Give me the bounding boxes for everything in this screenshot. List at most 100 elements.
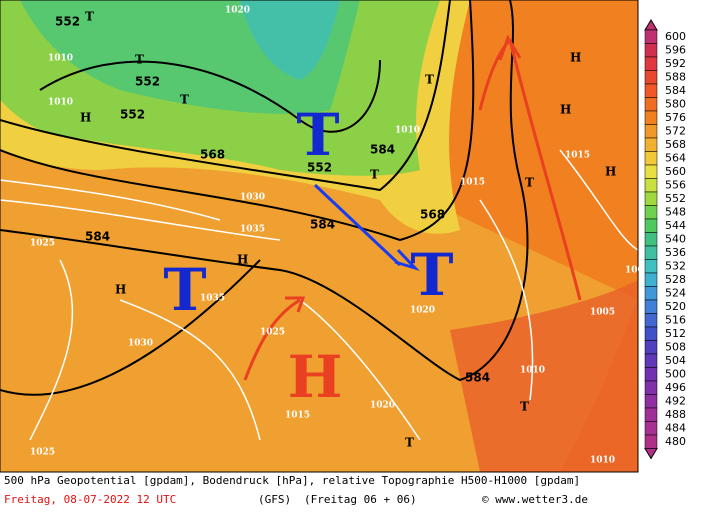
map-label: 1035 (200, 294, 225, 304)
colorbar-cell (644, 299, 658, 314)
colorbar-label: 532 (665, 259, 686, 272)
colorbar-label: 600 (665, 30, 686, 43)
colorbar-cell (644, 421, 658, 436)
map-label: 584 (370, 143, 395, 157)
colorbar-cell (644, 29, 658, 44)
map-label: 552 (120, 108, 145, 122)
colorbar-cell (644, 70, 658, 85)
colorbar-cell (644, 110, 658, 125)
map-label: 1020 (225, 6, 250, 16)
map-label: 1025 (30, 448, 55, 458)
map-label: T (180, 93, 189, 107)
colorbar-label: 480 (665, 435, 686, 448)
colorbar-label: 572 (665, 124, 686, 137)
map-label: T (425, 73, 434, 87)
map-label: 1015 (460, 178, 485, 188)
colorbar-label: 504 (665, 354, 686, 367)
map-label: 1010 (590, 456, 615, 466)
colorbar-cell (644, 407, 658, 422)
map-label: H (570, 51, 581, 65)
colorbar-label: 584 (665, 84, 686, 97)
colorbar-cell (644, 326, 658, 341)
map-label: 1015 (285, 411, 310, 421)
colorbar-label: 484 (665, 421, 686, 434)
map-label: 568 (420, 208, 445, 222)
colorbar-label: 560 (665, 165, 686, 178)
map-label: 1030 (128, 339, 153, 349)
map-label: 552 (135, 75, 160, 89)
colorbar-label: 588 (665, 70, 686, 83)
colorbar-cell (644, 178, 658, 193)
colorbar-cell (644, 259, 658, 274)
colorbar-label: 564 (665, 151, 686, 164)
map-label: H (560, 103, 571, 117)
pressure-system: T (163, 256, 206, 324)
colorbar-cell (644, 205, 658, 220)
colorbar-label: 524 (665, 286, 686, 299)
map-label: 1030 (240, 193, 265, 203)
colorbar-label: 540 (665, 232, 686, 245)
colorbar-label: 500 (665, 367, 686, 380)
footer-model: (GFS) (258, 493, 291, 506)
pressure-system: H (288, 343, 343, 411)
map-label: 584 (465, 371, 490, 385)
map-label: 1005 (590, 308, 615, 318)
colorbar-cell (644, 137, 658, 152)
colorbar-label: 488 (665, 408, 686, 421)
map-label: H (80, 111, 91, 125)
colorbar-cell (644, 380, 658, 395)
colorbar-label: 552 (665, 192, 686, 205)
colorbar-cell (644, 353, 658, 368)
colorbar-label: 492 (665, 394, 686, 407)
map-label: 1010 (395, 126, 420, 136)
colorbar-label: 576 (665, 111, 686, 124)
map-label: 1000 (625, 266, 650, 276)
map-label: 1010 (520, 366, 545, 376)
map-label: H (237, 253, 248, 267)
map-label: H (605, 165, 616, 179)
colorbar-cell (644, 97, 658, 112)
footer-credit: © www.wetter3.de (482, 493, 588, 506)
colorbar-label: 496 (665, 381, 686, 394)
colorbar-label: 548 (665, 205, 686, 218)
colorbar-cell (644, 124, 658, 139)
colorbar-cell (644, 434, 658, 449)
map-frame (0, 0, 639, 473)
colorbar-label: 596 (665, 43, 686, 56)
map-label: T (525, 176, 534, 190)
colorbar-cell (644, 151, 658, 166)
colorbar-label: 544 (665, 219, 686, 232)
colorbar-label: 528 (665, 273, 686, 286)
map-label: 584 (310, 218, 335, 232)
pressure-system: T (410, 241, 453, 309)
map-label: 1025 (30, 239, 55, 249)
map-label: 1025 (260, 328, 285, 338)
map-label: 1020 (370, 401, 395, 411)
colorbar-label: 556 (665, 178, 686, 191)
footer-description: 500 hPa Geopotential [gpdam], Bodendruck… (4, 474, 580, 487)
colorbar-cell (644, 83, 658, 98)
map-label: 568 (200, 148, 225, 162)
colorbar-label: 580 (665, 97, 686, 110)
map-label: H (115, 283, 126, 297)
colorbar-label: 508 (665, 340, 686, 353)
map-label: 1015 (565, 151, 590, 161)
colorbar-cell (644, 394, 658, 409)
map-label: 552 (55, 15, 80, 29)
colorbar-cell (644, 56, 658, 71)
map-label: 1010 (48, 54, 73, 64)
map-label: T (85, 10, 94, 24)
map-label: T (405, 436, 414, 450)
colorbar-cell (644, 286, 658, 301)
colorbar-cell (644, 218, 658, 233)
map-label: T (370, 168, 379, 182)
colorbar-cell (644, 313, 658, 328)
colorbar-label: 516 (665, 313, 686, 326)
map-label: 1035 (240, 225, 265, 235)
map-label: 1020 (410, 306, 435, 316)
colorbar-cell (644, 367, 658, 382)
footer-run: (Freitag 06 + 06) (304, 493, 417, 506)
colorbar-label: 536 (665, 246, 686, 259)
map-field (0, 0, 639, 472)
